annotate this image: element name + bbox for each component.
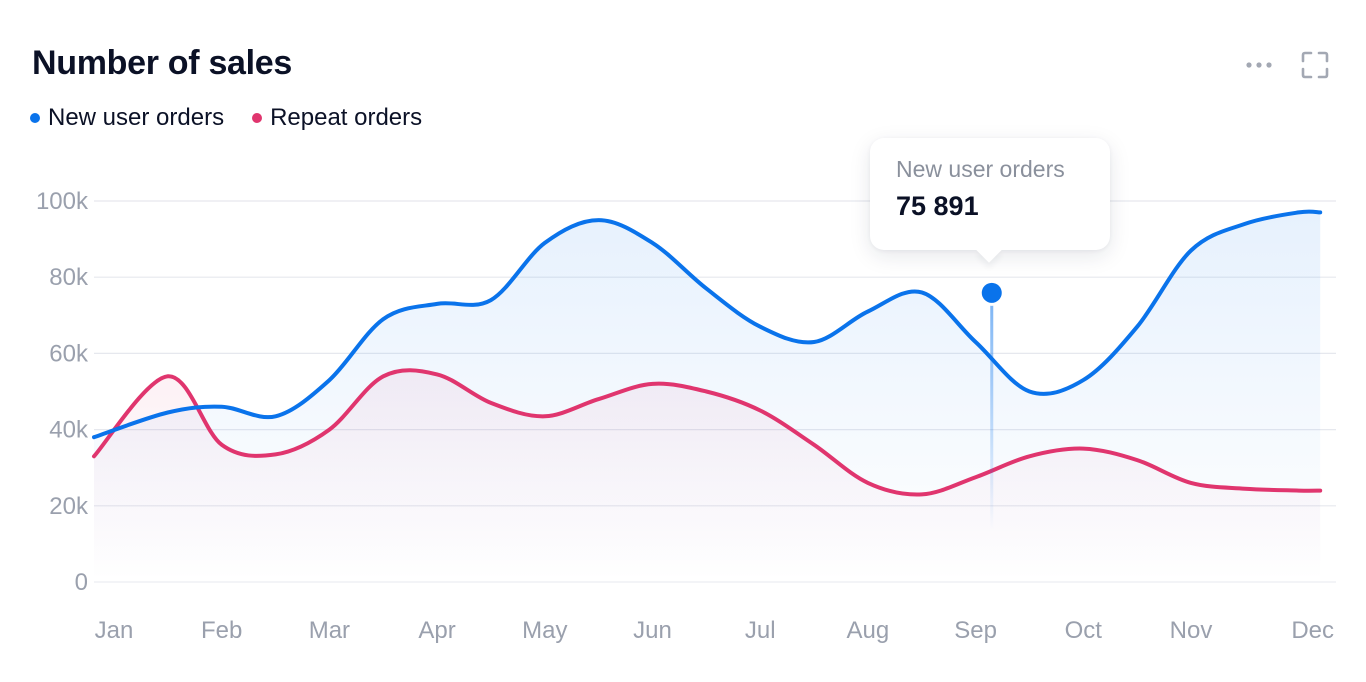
tooltip-series-name: New user orders <box>896 156 1065 182</box>
legend-label-repeat-orders: Repeat orders <box>270 104 423 131</box>
area-new-user-orders <box>94 211 1321 583</box>
x-tick-label: Jan <box>95 617 134 644</box>
y-tick-label: 0 <box>75 569 88 596</box>
legend-item-new-user-orders[interactable]: New user orders <box>30 104 224 132</box>
x-tick-label: Nov <box>1170 617 1213 644</box>
legend-dot-new-user-orders <box>30 113 40 123</box>
line-repeat-orders <box>92 368 1323 497</box>
legend-label-new-user-orders: New user orders <box>48 104 225 131</box>
x-tick-label: Mar <box>309 617 350 644</box>
line-new-user-orders <box>92 209 1323 440</box>
more-options-button[interactable] <box>1244 48 1274 82</box>
x-tick-label: Feb <box>201 617 242 644</box>
y-tick-label: 100k <box>36 188 89 215</box>
x-tick-label: Oct <box>1065 617 1103 644</box>
chart-legend: New user orders Repeat orders <box>30 104 422 132</box>
more-horizontal-icon <box>1246 62 1272 68</box>
x-tick-label: May <box>522 617 567 644</box>
x-tick-label: Jul <box>745 617 776 644</box>
highlight-point <box>981 282 1002 303</box>
legend-dot-repeat-orders <box>252 113 263 123</box>
chart-title: Number of sales <box>32 44 293 82</box>
y-tick-label: 60k <box>49 340 89 367</box>
x-tick-label: Jun <box>633 617 672 644</box>
fullscreen-button[interactable] <box>1300 48 1330 82</box>
highlight-guide-line <box>990 292 994 530</box>
x-tick-label: Dec <box>1291 617 1334 644</box>
tooltip-value: 75 891 <box>896 191 979 221</box>
x-tick-label: Aug <box>847 617 890 644</box>
y-tick-label: 20k <box>49 493 89 520</box>
x-tick-label: Sep <box>954 617 997 644</box>
fullscreen-icon <box>1301 51 1329 79</box>
y-tick-label: 40k <box>49 417 89 444</box>
chart-tooltip: New user orders 75 891 <box>870 138 1110 250</box>
x-tick-label: Apr <box>418 617 455 644</box>
legend-item-repeat-orders[interactable]: Repeat orders <box>252 104 422 132</box>
header-actions <box>1244 48 1330 82</box>
y-tick-label: 80k <box>49 264 89 291</box>
